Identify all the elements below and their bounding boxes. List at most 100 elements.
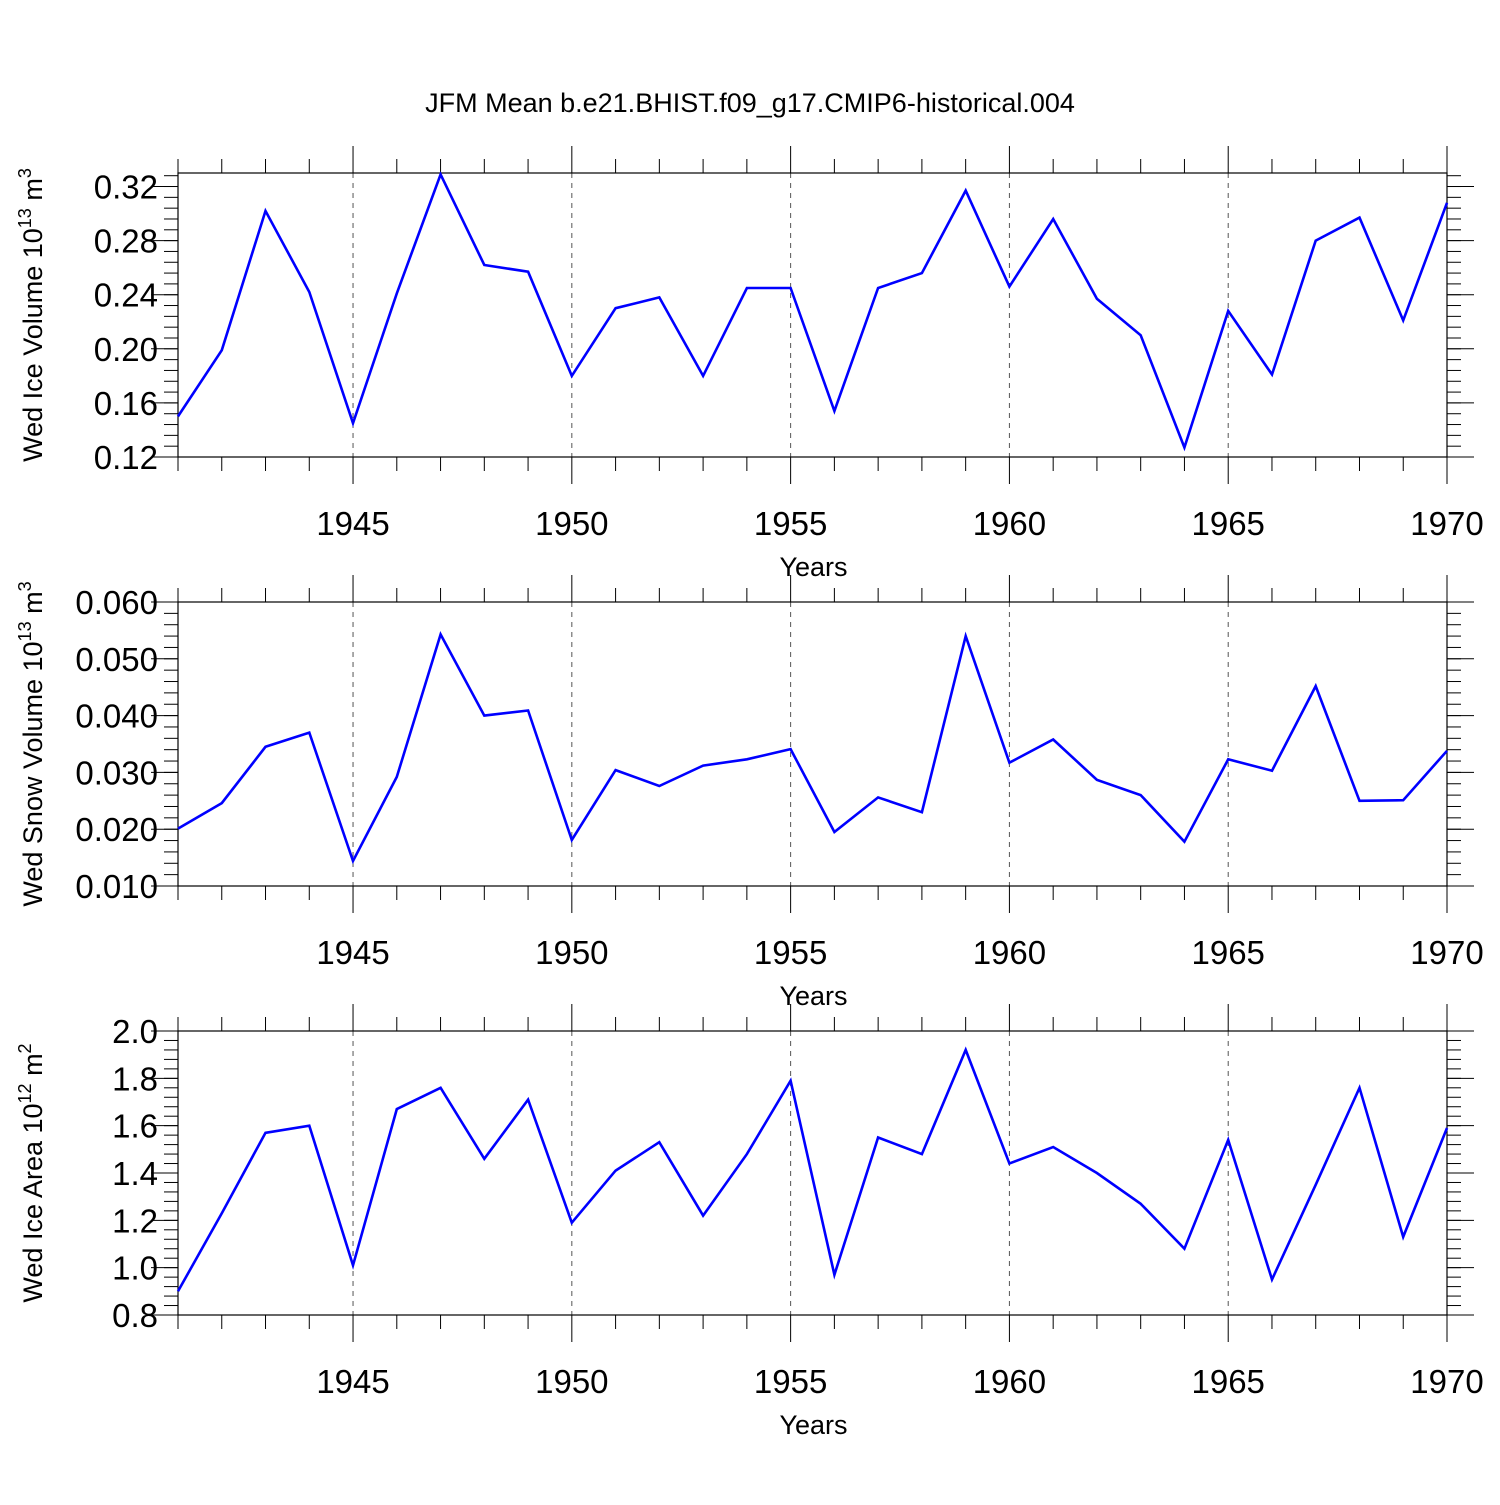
data-point xyxy=(1182,446,1186,450)
data-point xyxy=(1095,1171,1099,1175)
data-point xyxy=(351,1263,355,1267)
data-point xyxy=(570,838,574,842)
data-point xyxy=(439,1086,443,1090)
data-point xyxy=(876,795,880,799)
data-point xyxy=(789,286,793,290)
data-point xyxy=(395,775,399,779)
data-point xyxy=(1357,1086,1361,1090)
y-tick-label: 1.8 xyxy=(112,1060,158,1097)
data-point xyxy=(351,421,355,425)
data-point xyxy=(176,414,180,418)
data-point xyxy=(220,348,224,352)
x-tick-label: 1970 xyxy=(1410,505,1483,542)
data-point xyxy=(1445,1126,1449,1130)
data-point xyxy=(1226,309,1230,313)
data-point xyxy=(701,374,705,378)
y-axis-label: Wed Snow Volume 1013 m3 xyxy=(15,581,48,906)
y-tick-label: 0.060 xyxy=(75,584,158,621)
data-point xyxy=(570,374,574,378)
data-point xyxy=(307,731,311,735)
data-point xyxy=(832,830,836,834)
data-point xyxy=(1051,217,1055,221)
data-point xyxy=(701,764,705,768)
data-point xyxy=(964,634,968,638)
figure-title: JFM Mean b.e21.BHIST.f09_g17.CMIP6-histo… xyxy=(425,88,1075,118)
y-tick-label: 0.020 xyxy=(75,811,158,848)
data-point xyxy=(526,708,530,712)
data-point xyxy=(789,1079,793,1083)
data-point xyxy=(1314,239,1318,243)
data-point xyxy=(1139,1202,1143,1206)
x-tick-label: 1955 xyxy=(754,1363,827,1400)
data-point xyxy=(570,1221,574,1225)
data-point xyxy=(657,1140,661,1144)
data-point xyxy=(220,1211,224,1215)
panel-ice-area: 0.8 1.0 1.2 1.4 1.6 1.8 2.0 1945 1950 1955 1960 196… xyxy=(15,1004,1484,1440)
data-point xyxy=(1051,737,1055,741)
data-point xyxy=(964,189,968,193)
y-tick-label: 0.12 xyxy=(94,439,158,476)
data-point xyxy=(1401,798,1405,802)
data-point xyxy=(307,290,311,294)
x-tick-label: 1960 xyxy=(973,1363,1046,1400)
x-tick-label: 1960 xyxy=(973,505,1046,542)
data-point xyxy=(1007,761,1011,765)
data-point xyxy=(351,859,355,863)
data-point xyxy=(789,747,793,751)
x-tick-label: 1955 xyxy=(754,505,827,542)
data-point xyxy=(176,827,180,831)
data-point xyxy=(1095,778,1099,782)
data-point xyxy=(920,1152,924,1156)
x-tick-label: 1955 xyxy=(754,934,827,971)
data-point xyxy=(220,801,224,805)
data-point xyxy=(701,1214,705,1218)
x-tick-label: 1945 xyxy=(316,1363,389,1400)
x-tick-label: 1950 xyxy=(535,1363,608,1400)
data-point xyxy=(1270,373,1274,377)
data-point xyxy=(1095,297,1099,301)
y-tick-label: 0.030 xyxy=(75,754,158,791)
data-point xyxy=(1314,1183,1318,1187)
y-tick-label: 1.4 xyxy=(112,1155,158,1192)
y-tick-label: 1.2 xyxy=(112,1202,158,1239)
y-tick-label: 0.28 xyxy=(94,223,158,260)
data-point xyxy=(264,209,268,213)
y-tick-label: 0.32 xyxy=(94,169,158,206)
data-point xyxy=(526,270,530,274)
data-point xyxy=(439,632,443,636)
panel-snow-volume: 0.010 0.020 0.030 0.040 0.050 0.060 1945 1950 19… xyxy=(15,575,1484,1011)
x-tick-label: 1960 xyxy=(973,934,1046,971)
data-point xyxy=(482,263,486,267)
data-point xyxy=(307,1124,311,1128)
data-point xyxy=(439,172,443,176)
data-point xyxy=(920,810,924,814)
x-tick-label: 1945 xyxy=(316,934,389,971)
y-tick-label: 1.0 xyxy=(112,1250,158,1287)
data-point xyxy=(876,1136,880,1140)
panel-ice-volume: 0.12 0.16 0.20 0.24 0.28 0.32 1945 1950 1955 1960… xyxy=(15,146,1484,582)
y-axis-label: Wed Ice Volume 1013 m3 xyxy=(15,168,48,462)
series-line xyxy=(176,171,1449,452)
data-point xyxy=(745,286,749,290)
y-tick-label: 0.010 xyxy=(75,868,158,905)
data-point xyxy=(1357,216,1361,220)
data-point xyxy=(1357,799,1361,803)
data-point xyxy=(482,1157,486,1161)
x-tick-label: 1965 xyxy=(1191,505,1264,542)
data-point xyxy=(964,1048,968,1052)
data-point xyxy=(1401,1235,1405,1239)
data-point xyxy=(1182,840,1186,844)
data-point xyxy=(176,1289,180,1293)
x-tick-label: 1950 xyxy=(535,505,608,542)
data-point xyxy=(657,784,661,788)
series-line xyxy=(176,1046,1449,1292)
data-point xyxy=(1139,793,1143,797)
series-line xyxy=(177,631,1448,865)
y-axis-label: Wed Ice Area 1012 m2 xyxy=(15,1043,48,1302)
plot-frame xyxy=(177,601,1448,887)
data-point xyxy=(526,1098,530,1102)
data-point xyxy=(1226,1138,1230,1142)
x-tick-label: 1970 xyxy=(1410,934,1483,971)
data-point xyxy=(1226,757,1230,761)
